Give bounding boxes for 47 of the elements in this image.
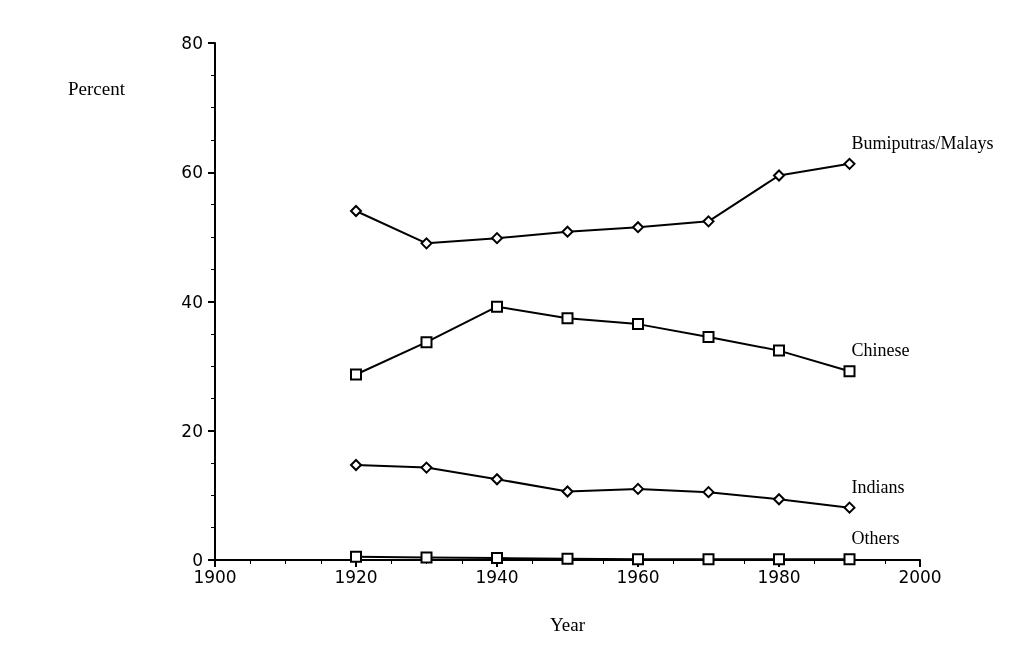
point: [420, 237, 433, 250]
point: [561, 312, 574, 325]
y-tick-label: 60: [181, 162, 203, 183]
point: [843, 365, 856, 378]
point: [702, 331, 715, 344]
point: [350, 459, 362, 471]
y-tick-label: 20: [181, 420, 203, 441]
x-tick-label: 1920: [334, 566, 378, 587]
point: [702, 486, 715, 499]
point: [843, 553, 856, 566]
series-label: Others: [851, 528, 900, 549]
point: [491, 300, 503, 313]
x-tick-label: 1980: [757, 566, 801, 587]
point: [350, 550, 362, 563]
series-label: Indians: [851, 476, 905, 497]
point: [350, 368, 362, 381]
point: [632, 221, 644, 234]
point: [702, 553, 715, 566]
point: [632, 318, 644, 331]
point: [420, 551, 433, 564]
point: [632, 553, 644, 566]
x-tick-label: 2000: [898, 566, 942, 587]
y-axis-title: Percent: [68, 78, 126, 99]
point: [773, 344, 785, 357]
point: [702, 215, 715, 228]
point: [491, 552, 503, 565]
point: [491, 473, 503, 486]
point: [843, 501, 856, 514]
point: [773, 493, 785, 506]
point: [632, 482, 644, 495]
point: [420, 336, 433, 349]
series-label: Chinese: [851, 340, 910, 361]
point: [561, 485, 574, 498]
point: [773, 169, 785, 182]
x-axis-title: Year: [549, 614, 586, 635]
point: [491, 232, 503, 245]
series-label: Bumiputras/Malays: [851, 132, 994, 153]
point: [561, 552, 574, 565]
x-tick-label: 1940: [475, 566, 519, 587]
point: [350, 205, 362, 218]
y-tick-label: 80: [181, 33, 203, 53]
point: [561, 225, 574, 238]
point: [843, 157, 856, 170]
point: [773, 553, 785, 566]
x-tick-label: 1960: [616, 566, 660, 587]
y-tick-label: 40: [181, 291, 203, 312]
point: [420, 461, 433, 474]
